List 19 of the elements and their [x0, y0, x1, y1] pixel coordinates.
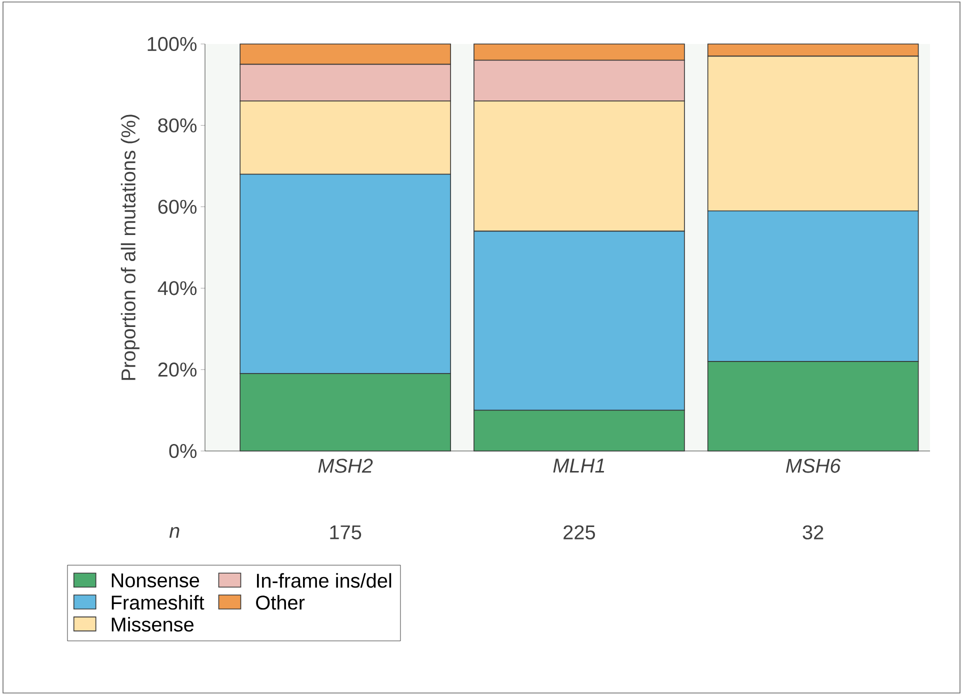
legend-label: Frameshift [112, 595, 204, 610]
x-tick-label: MLH1 [553, 458, 604, 472]
text: n [169, 527, 180, 538]
legend-label: Missense [112, 616, 194, 632]
y-tick-label: 20% [158, 362, 197, 377]
legend-label: In-frame ins/del [256, 573, 392, 588]
y-tick-label: 40% [158, 281, 197, 296]
x-tick-label: MSH2 [318, 458, 373, 473]
y-tick-label: 80% [158, 118, 197, 132]
y-tick-label: 0% [169, 444, 197, 458]
y-tick-label: 60% [158, 200, 197, 214]
text: 225 [564, 525, 595, 540]
legend-label: Other [256, 595, 305, 610]
y-tick-label: 100% [148, 36, 197, 52]
text: 175 [330, 525, 362, 540]
text: 32 [802, 525, 824, 540]
x-tick-label: MSH6 [786, 458, 841, 473]
legend-label: Nonsense [112, 574, 200, 588]
y-axis-title: Proportion of all mutations (%) [120, 114, 140, 380]
